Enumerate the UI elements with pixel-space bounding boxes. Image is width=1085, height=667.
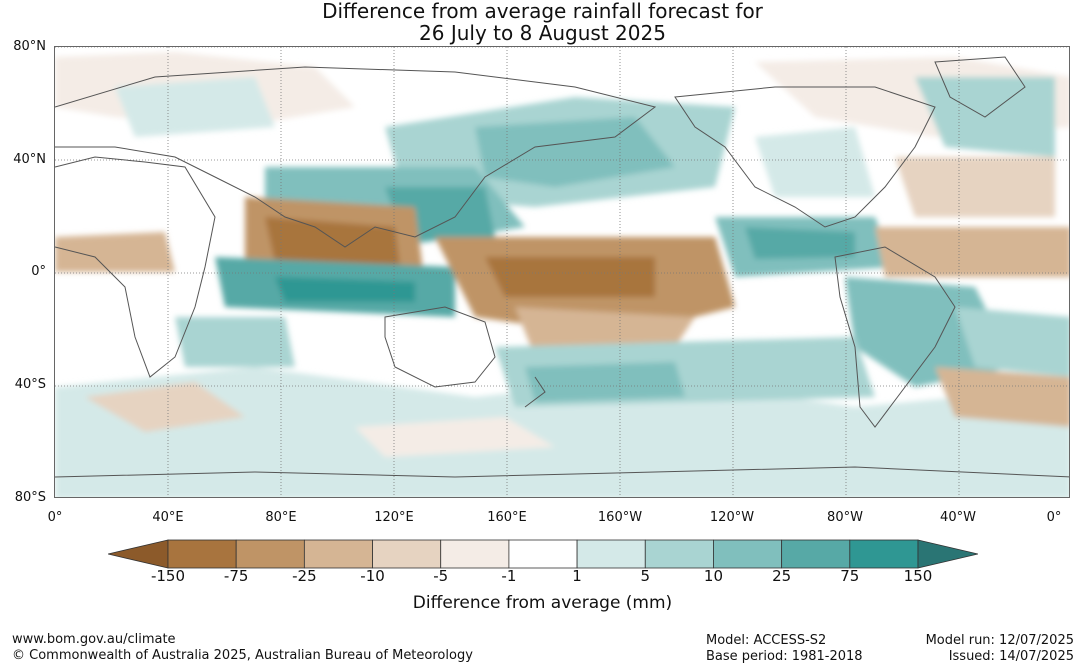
lat-label-80s: 80°S: [14, 490, 46, 505]
colour-bar-tick-label: -75: [223, 567, 249, 585]
colour-bar-tick-label: -5: [433, 567, 449, 585]
lon-label-80e: 80°E: [265, 510, 297, 525]
coastlines: [55, 56, 1069, 478]
lat-label-80n: 80°N: [13, 39, 46, 54]
footer-model-run: Model run: 12/07/2025: [925, 633, 1074, 648]
colour-bar-tick-label: 1: [572, 567, 582, 585]
footer-base-period: Base period: 1981-2018: [706, 649, 863, 664]
colour-bar-title: Difference from average (mm): [412, 593, 673, 613]
lat-label-40s: 40°S: [14, 377, 46, 392]
colour-bar-cell: [372, 539, 442, 569]
lon-label-120w: 120°W: [709, 510, 755, 525]
map-title-line1: Difference from average rainfall forecas…: [322, 0, 763, 23]
colour-bar-tick-label: 10: [703, 567, 723, 585]
lon-label-40e: 40°E: [152, 510, 184, 525]
colour-bar-tick-label: -1: [501, 567, 517, 585]
colour-bar-tick-label: -25: [292, 567, 317, 585]
lon-label-160w: 160°W: [597, 510, 643, 525]
footer-model: Model: ACCESS-S2: [706, 633, 827, 648]
footer-url: www.bom.gov.au/climate: [12, 632, 176, 647]
map-title-line2: 26 July to 8 August 2025: [419, 21, 666, 45]
footer-issued: Issued: 14/07/2025: [948, 649, 1074, 664]
lon-label-0: 0°: [47, 510, 63, 525]
lon-label-40w: 40°W: [940, 510, 976, 525]
colour-bar-cell: [644, 539, 714, 569]
colour-bar: [108, 539, 978, 569]
lon-label-0-east: 0°: [1046, 510, 1062, 525]
colour-bar-cell: [849, 539, 919, 569]
colour-bar-tick-label: 25: [772, 567, 792, 585]
map-canvas: [55, 47, 1069, 497]
colour-bar-tick-label: 5: [640, 567, 651, 585]
lon-label-80w: 80°W: [827, 510, 863, 525]
colour-bar-cell: [440, 539, 510, 569]
colour-bar-tick-label: 75: [840, 567, 860, 585]
lon-label-160e: 160°E: [487, 510, 527, 525]
colour-bar-tick-label: -10: [360, 567, 385, 585]
colour-bar-tick-label: 150: [903, 567, 933, 585]
colour-bar-cell: [713, 539, 783, 569]
footer-copyright: © Commonwealth of Australia 2025, Austra…: [12, 648, 473, 663]
graticule: [55, 47, 1069, 497]
rainfall-anomaly-map: [54, 46, 1070, 498]
colour-bar-tick-label: -150: [150, 567, 186, 585]
lon-label-120e: 120°E: [374, 510, 414, 525]
map-title: Difference from average rainfall forecas…: [0, 0, 1085, 44]
colour-bar-extend-low: [108, 539, 169, 569]
colour-bar-cell: [576, 539, 646, 569]
lat-label-equator: 0°: [31, 264, 46, 279]
colour-bar-cell: [303, 539, 373, 569]
colour-bar-cell: [235, 539, 305, 569]
anomaly-shading: [55, 52, 1069, 497]
colour-bar-cell: [167, 539, 237, 569]
colour-bar-extend-high: [917, 539, 978, 569]
colour-bar-cell: [781, 539, 851, 569]
lat-label-40n: 40°N: [13, 152, 46, 167]
colour-bar-cell: [508, 539, 578, 569]
